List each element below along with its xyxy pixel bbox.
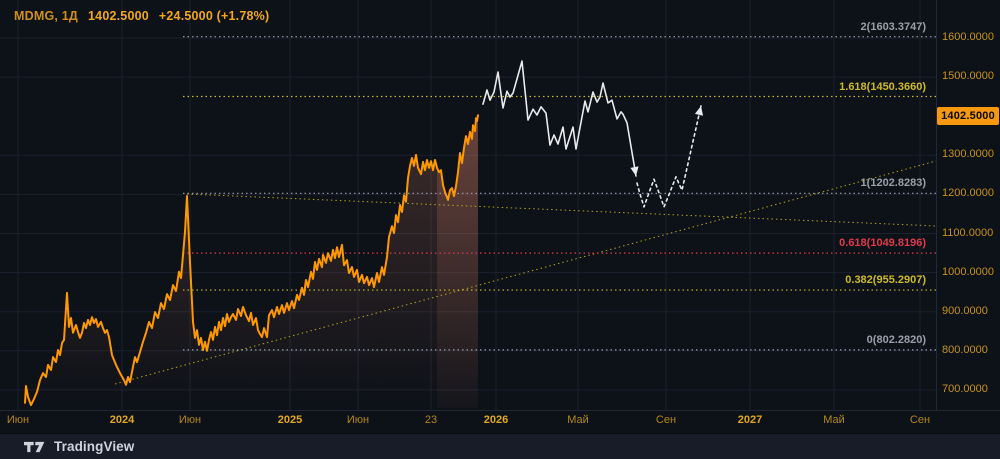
price-tick-label: 700.0000	[942, 382, 988, 395]
time-tick-label: Май	[567, 414, 589, 426]
price-axis-separator	[936, 0, 937, 410]
time-tick-label: 2027	[737, 414, 763, 426]
symbol-name: MDMG, 1Д	[14, 9, 79, 23]
price-tick-label: 1300.0000	[942, 148, 994, 161]
fib-level-label: 0.382(955.2907)	[845, 274, 926, 287]
time-tick-label: Сен	[655, 414, 677, 426]
tradingview-logo-link[interactable]: TradingView	[24, 439, 134, 454]
current-price-tag: 1402.5000	[937, 107, 999, 125]
price-tick-label: 1100.0000	[942, 226, 994, 239]
symbol-last-price: 1402.5000	[88, 9, 149, 23]
time-tick-label: Сен	[909, 414, 931, 426]
fib-level-label: 1(1202.8283)	[860, 177, 926, 190]
tradingview-logo-icon	[24, 441, 45, 452]
time-tick-label: Май	[823, 414, 845, 426]
fib-level-label: 2(1603.3747)	[860, 20, 926, 33]
time-tick-label: 2026	[483, 414, 509, 426]
footer-bar: TradingView	[0, 433, 1000, 459]
time-tick-label: Июн	[6, 414, 30, 426]
price-axis[interactable]: 1600.0000 1500.0000 1300.0000 1200.0000 1100…	[936, 0, 1000, 410]
time-tick-label: 23	[424, 414, 438, 426]
fib-level-label: 0(802.2820)	[866, 333, 926, 346]
symbol-change: +24.5000 (+1.78%)	[158, 9, 270, 23]
price-tick-label: 1600.0000	[942, 31, 994, 43]
price-tick-label: 800.0000	[942, 343, 988, 356]
fib-level-label: 0.618(1049.8196)	[839, 237, 926, 250]
time-axis[interactable]: Июн 2024 Июн 2025 Июн 23 2026 Май Сен 2027 Май Сен	[0, 411, 1000, 433]
time-tick-label: Июн	[178, 414, 202, 426]
time-tick-label: Июн	[346, 414, 370, 426]
time-tick-label: 2025	[277, 414, 303, 426]
price-tick-label: 1000.0000	[942, 265, 994, 278]
price-tick-label: 1500.0000	[942, 70, 994, 83]
tradingview-brand-text: TradingView	[54, 439, 135, 454]
time-axis-separator	[0, 410, 1000, 411]
price-tick-label: 900.0000	[942, 304, 988, 317]
fib-level-label: 1.618(1450.3660)	[839, 80, 926, 93]
price-tick-label: 1200.0000	[942, 187, 994, 200]
symbol-legend[interactable]: MDMG, 1Д 1402.5000 +24.5000 (+1.78%)	[14, 9, 269, 23]
time-tick-label: 2024	[109, 414, 135, 426]
